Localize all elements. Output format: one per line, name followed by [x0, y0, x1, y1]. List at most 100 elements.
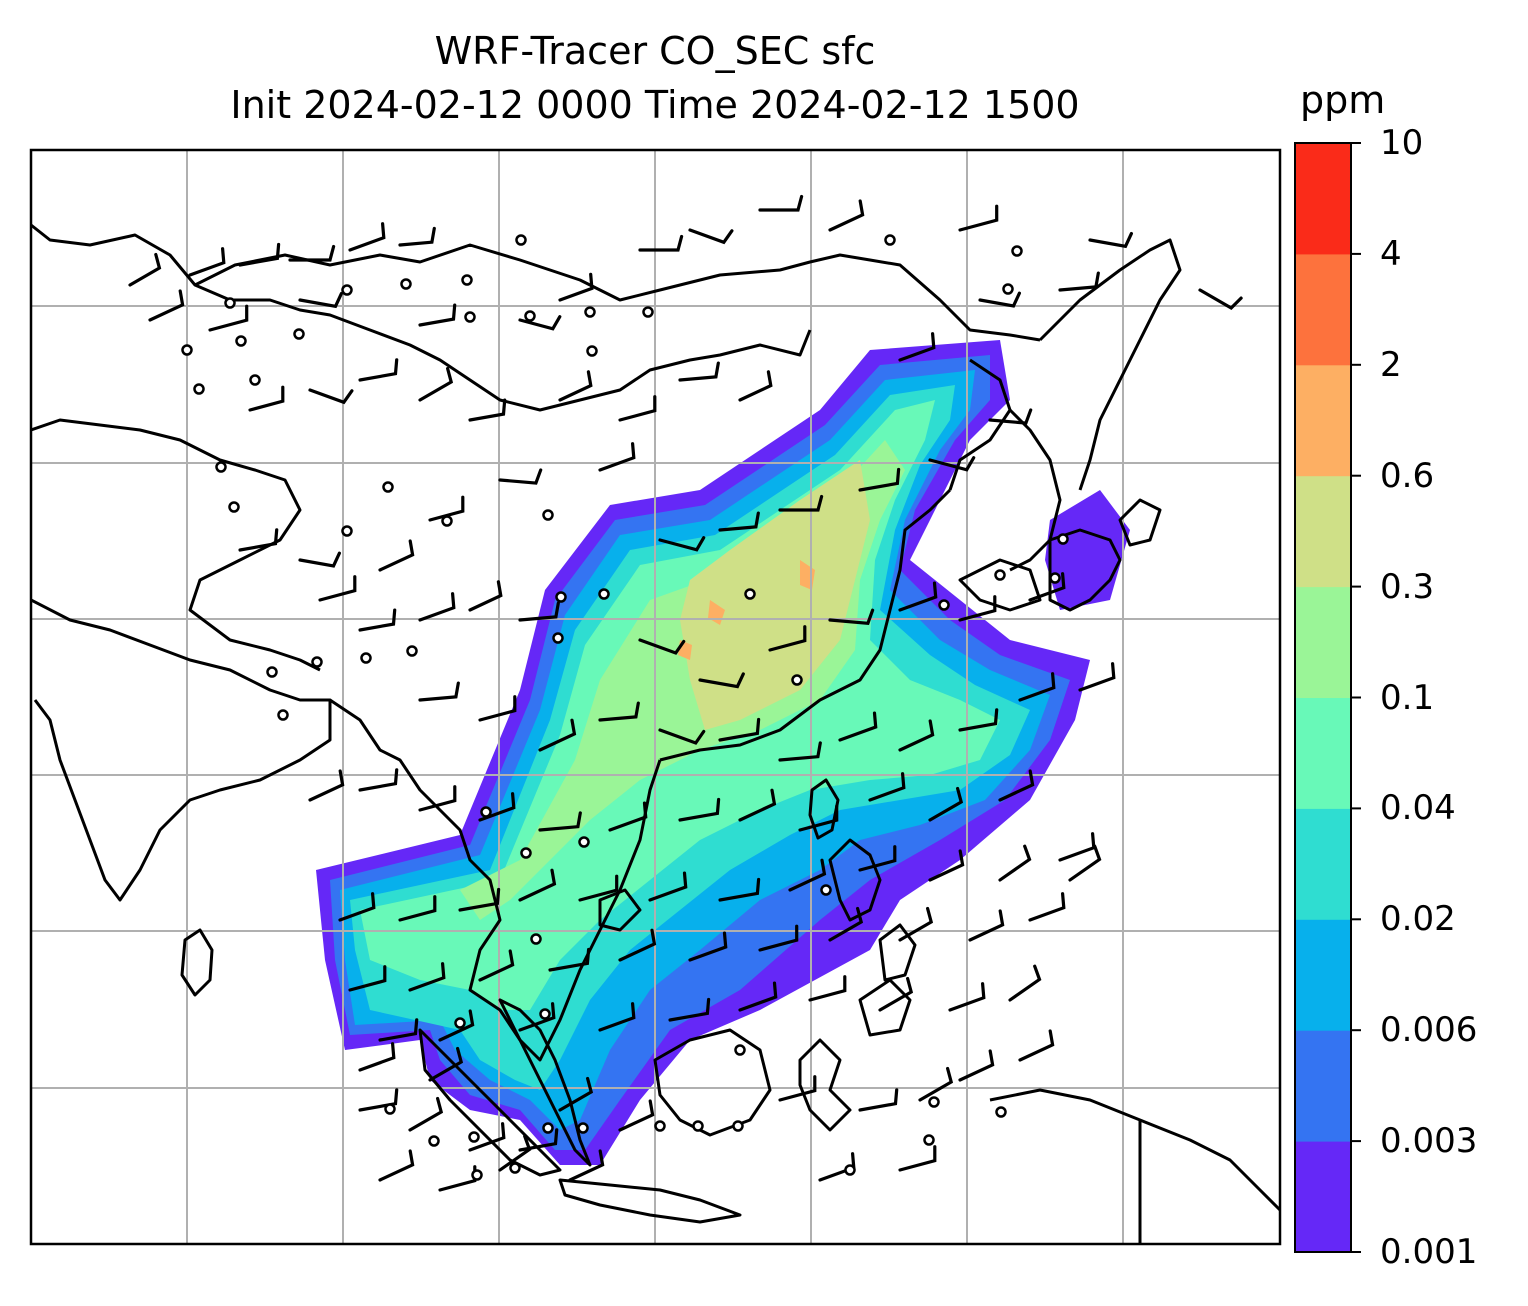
wind-barb: [288, 244, 336, 262]
calm-wind-circle: [542, 1122, 554, 1134]
wind-barb: [688, 931, 728, 962]
wind-barb: [548, 947, 591, 972]
coastline: [180, 928, 214, 997]
calm-wind-circle: [235, 335, 247, 347]
wind-barb: [478, 949, 515, 982]
calm-wind-circle: [215, 461, 227, 473]
wind-barb: [358, 1088, 399, 1112]
coastline: [194, 283, 812, 412]
wind-barb: [998, 844, 1032, 882]
wind-barb: [358, 768, 399, 792]
wind-barb: [858, 845, 897, 872]
wind-barb: [1018, 1029, 1055, 1062]
colorbar-tick-label: 4: [1380, 233, 1402, 274]
calm-wind-circle: [277, 709, 289, 721]
calm-wind-circle: [400, 278, 412, 290]
wind-barb: [648, 871, 688, 902]
colorbar-segment: [1295, 1141, 1351, 1253]
wind-barb: [418, 681, 460, 702]
calm-wind-circle: [555, 591, 567, 603]
wind-barb: [618, 1099, 655, 1132]
calm-wind-circle: [732, 1120, 744, 1132]
wind-barb: [358, 1042, 396, 1072]
wind-barb: [1028, 572, 1066, 602]
wind-barb: [798, 804, 839, 832]
wind-barb: [348, 965, 387, 992]
calm-wind-circle: [734, 1044, 746, 1056]
calm-wind-circle: [480, 806, 492, 818]
map-title-line2: Init 2024-02-12 0000 Time 2024-02-12 150…: [230, 83, 1080, 127]
wind-barb: [358, 608, 397, 632]
wind-barb: [778, 1075, 817, 1102]
wind-barb: [538, 811, 582, 832]
calm-wind-circle: [586, 345, 598, 357]
calm-wind-circle: [341, 525, 353, 537]
coastline: [598, 888, 642, 932]
wind-barb: [778, 494, 824, 512]
wind-barb: [1028, 892, 1066, 922]
wind-barb: [478, 695, 517, 722]
wind-barb: [428, 495, 465, 522]
calm-wind-circle: [406, 645, 418, 657]
coastline: [31, 418, 321, 672]
wind-barb: [858, 1088, 899, 1112]
colorbar-segment: [1295, 143, 1351, 255]
calm-wind-circle: [471, 1169, 483, 1181]
wind-barb: [1068, 844, 1102, 882]
calm-wind-circle: [542, 509, 554, 521]
wind-barb: [498, 468, 543, 485]
wind-barb: [338, 892, 376, 922]
coastline: [659, 488, 952, 762]
wind-barb: [998, 769, 1035, 802]
wind-barb: [758, 194, 804, 212]
wind-barb: [668, 997, 711, 1022]
calm-wind-circle: [995, 1106, 1007, 1118]
wind-barb: [838, 711, 878, 742]
wind-barb: [518, 601, 560, 622]
calm-wind-circle: [744, 588, 756, 600]
wind-barb: [678, 797, 721, 822]
coastline: [1008, 408, 1062, 572]
calm-wind-circle: [382, 481, 394, 493]
calm-wind-circle: [520, 847, 532, 859]
colorbar-tick-label: 0.02: [1380, 899, 1456, 940]
wind-barb: [398, 895, 437, 922]
wind-barb: [918, 1066, 954, 1102]
colorbar-tick-label: 0.04: [1380, 788, 1456, 829]
wind-barb: [808, 975, 847, 1002]
coastline: [948, 358, 1012, 491]
calm-wind-circle: [642, 306, 654, 318]
calm-wind-circle: [461, 274, 473, 286]
wind-barb: [498, 1134, 532, 1172]
calm-wind-circle: [577, 1122, 589, 1134]
wind-barb: [188, 247, 226, 277]
wind-barb: [468, 398, 507, 422]
wind-barb: [518, 1128, 559, 1152]
wind-barb: [928, 849, 965, 882]
colorbar-segment: [1295, 253, 1351, 366]
wind-barb: [738, 981, 778, 1012]
wind-barb: [878, 976, 914, 1012]
colorbar-segment: [1295, 1030, 1351, 1142]
wind-barb: [408, 1096, 444, 1132]
calm-wind-circle: [1049, 572, 1061, 584]
calm-wind-circle: [468, 1131, 480, 1143]
wind-barb: [128, 252, 162, 287]
calm-wind-circle: [524, 310, 536, 322]
colorbar-tick-label: 2: [1380, 344, 1402, 385]
wind-barb: [858, 467, 901, 492]
wind-barb: [148, 289, 185, 322]
colorbar-tick-label: 0.3: [1380, 566, 1435, 607]
coastline: [418, 1028, 562, 1177]
calm-wind-circle: [584, 306, 596, 318]
wind-barb: [638, 638, 686, 655]
coastline: [1048, 528, 1122, 612]
colorbar-segment: [1295, 697, 1351, 809]
wind-barb: [1058, 271, 1100, 292]
wind-barb: [468, 580, 503, 612]
coastline: [498, 998, 592, 1167]
calm-wind-circle: [928, 1096, 940, 1108]
wind-barb: [678, 361, 720, 382]
wind-barb: [868, 772, 906, 802]
coastlines: [31, 223, 1280, 1244]
